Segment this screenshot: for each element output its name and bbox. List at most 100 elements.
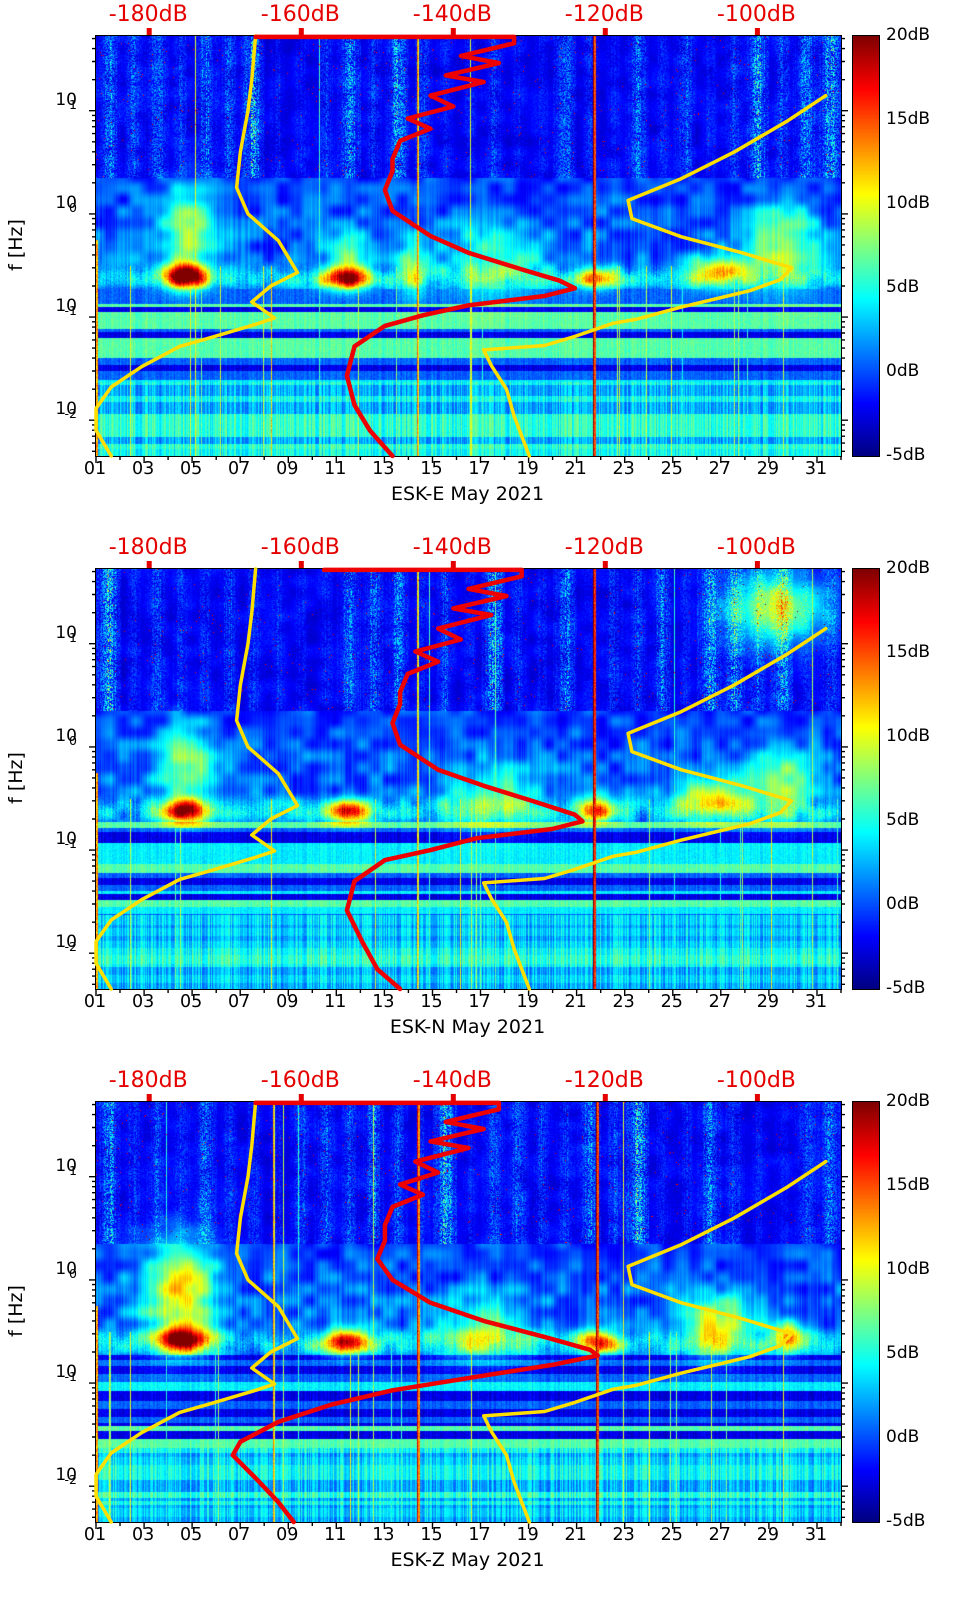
axis-ticks: [89, 37, 848, 463]
y-tick-labels: 10 1 10 0 10 -1 10 -2: [0, 1101, 95, 1521]
panel-esk-e: -180dB -160dB -140dB -120dB -100dB f [Hz] 10…: [0, 0, 962, 533]
y-tick-label: 10 0: [55, 1258, 77, 1281]
x-tick-label: 27: [708, 992, 731, 1012]
plot-area: [89, 28, 848, 463]
y-tick-labels: 10 1 10 0 10 -1 10 -2: [0, 568, 95, 988]
x-tick-label: 07: [228, 1525, 251, 1545]
colorbar-tick-label: 20dB: [886, 1091, 931, 1111]
high-noise-model-curve: [481, 93, 828, 458]
low-noise-model-curve: [94, 1100, 300, 1524]
x-tick-label: 19: [516, 459, 539, 479]
colorbar-tick-labels: 20dB 15dB 10dB 5dB 0dB -5dB: [886, 558, 960, 998]
plot-area: [89, 1094, 848, 1529]
median-psd-curve: [230, 1100, 600, 1525]
x-axis-title: ESK-E May 2021: [390, 483, 545, 505]
x-tick-label: 07: [228, 459, 251, 479]
x-tick-label: 09: [276, 992, 299, 1012]
colorbar-tick-label: -5dB: [886, 445, 926, 465]
x-tick-label: 13: [372, 459, 395, 479]
top-db-label: -100dB: [716, 535, 796, 560]
y-tick-label: 10 1: [55, 622, 77, 645]
x-tick-label: 27: [708, 1525, 731, 1545]
top-axis-tick: [602, 1094, 608, 1101]
colorbar-tick-label: 0dB: [886, 1427, 920, 1447]
panel-esk-n: -180dB -160dB -140dB -120dB -100dB f [Hz] 10…: [0, 533, 962, 1066]
colorbar: [852, 1101, 880, 1523]
curve-overlay: [89, 561, 848, 996]
panel-esk-z: -180dB -160dB -140dB -120dB -100dB f [Hz] 10…: [0, 1066, 962, 1599]
top-db-label: -120dB: [564, 1068, 644, 1093]
x-tick-label: 11: [324, 1525, 347, 1545]
colorbar-tick-label: 5dB: [886, 1343, 920, 1363]
top-db-label: -180dB: [108, 1068, 188, 1093]
x-tick-label: 19: [516, 1525, 539, 1545]
high-noise-model-curve: [481, 626, 828, 991]
axis-ticks: [89, 570, 848, 996]
x-tick-label: 13: [372, 992, 395, 1012]
top-db-label: -160dB: [260, 1068, 340, 1093]
top-db-axis: -180dB -160dB -140dB -120dB -100dB: [95, 1066, 840, 1098]
curve-overlay: [89, 1094, 848, 1529]
curve-overlay: [89, 28, 848, 463]
colorbar: [852, 35, 880, 457]
colorbar-tick-label: 0dB: [886, 361, 920, 381]
y-tick-label: 10 -1: [55, 829, 77, 852]
colorbar-tick-label: 15dB: [886, 109, 931, 129]
top-db-axis: -180dB -160dB -140dB -120dB -100dB: [95, 533, 840, 565]
x-tick-label: 21: [564, 1525, 587, 1545]
colorbar-gradient: [853, 1102, 879, 1522]
x-tick-labels: 01 03 05 07 09 11 13 15 17 19 21 23 25 27 29 31: [84, 992, 840, 1014]
colorbar-tick-label: 5dB: [886, 810, 920, 830]
top-axis-tick: [450, 1094, 456, 1101]
top-axis-tick: [450, 561, 456, 568]
top-db-label: -120dB: [564, 535, 644, 560]
x-tick-label: 31: [804, 459, 828, 479]
x-tick-label: 11: [324, 992, 347, 1012]
top-db-label: -100dB: [716, 1068, 796, 1093]
low-noise-model-curve: [94, 567, 300, 991]
colorbar-tick-labels: 20dB 15dB 10dB 5dB 0dB -5dB: [886, 25, 960, 465]
x-tick-label: 15: [420, 459, 443, 479]
top-db-label: -100dB: [716, 2, 796, 27]
x-tick-label: 31: [804, 992, 828, 1012]
top-axis-tick: [602, 561, 608, 568]
top-db-label: -140dB: [412, 535, 492, 560]
x-tick-label: 09: [276, 1525, 299, 1545]
y-tick-label: 10 -2: [55, 399, 77, 422]
x-tick-label: 17: [468, 459, 491, 479]
colorbar-tick-label: 15dB: [886, 1175, 931, 1195]
colorbar-tick-label: -5dB: [886, 1511, 926, 1531]
x-tick-label: 25: [660, 1525, 683, 1545]
colorbar-tick-label: 0dB: [886, 894, 920, 914]
x-tick-label: 03: [131, 459, 155, 479]
top-axis-tick: [298, 561, 304, 568]
top-db-label: -140dB: [412, 2, 492, 27]
x-tick-label: 11: [324, 459, 347, 479]
x-tick-label: 25: [660, 459, 683, 479]
y-tick-label: 10 -1: [55, 1362, 77, 1385]
x-tick-label: 21: [564, 459, 587, 479]
x-tick-label: 25: [660, 992, 683, 1012]
top-axis-tick: [146, 28, 152, 35]
x-tick-label: 17: [468, 1525, 491, 1545]
top-db-label: -120dB: [564, 2, 644, 27]
x-tick-label: 09: [276, 459, 299, 479]
y-tick-labels: 10 1 10 0 10 -1 10 -2: [0, 35, 95, 455]
x-tick-label: 23: [612, 1525, 635, 1545]
y-tick-label: 10 1: [55, 1155, 77, 1178]
top-db-label: -160dB: [260, 2, 340, 27]
colorbar-tick-labels: 20dB 15dB 10dB 5dB 0dB -5dB: [886, 1091, 960, 1531]
top-axis-tick: [450, 28, 456, 35]
x-axis-title: ESK-N May 2021: [389, 1016, 546, 1038]
top-axis-tick: [754, 561, 760, 568]
colorbar-gradient: [853, 36, 879, 456]
x-tick-label: 15: [420, 992, 443, 1012]
x-tick-label: 01: [83, 992, 107, 1012]
y-tick-label: 10 -2: [55, 1465, 77, 1488]
top-db-axis: -180dB -160dB -140dB -120dB -100dB: [95, 0, 840, 32]
top-axis-tick: [754, 28, 760, 35]
low-noise-model-curve: [94, 34, 300, 458]
x-tick-label: 03: [131, 1525, 155, 1545]
x-tick-label: 01: [83, 1525, 107, 1545]
